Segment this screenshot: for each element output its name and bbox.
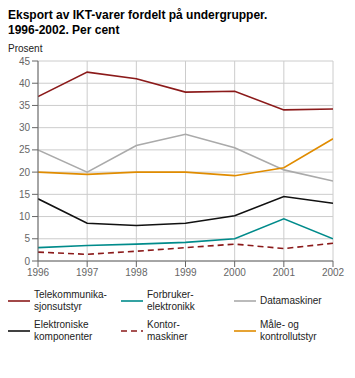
- html-text:Måle- og kontrollutstyr: Måle- og kontrollutstyr: [260, 319, 317, 342]
- svg-text:1998: 1998: [125, 267, 148, 278]
- svg-text:5: 5: [24, 233, 30, 244]
- html-text:Datamaskiner: Datamaskiner: [260, 295, 322, 306]
- svg-text:2001: 2001: [273, 267, 296, 278]
- svg-text:10: 10: [19, 211, 31, 222]
- svg-text:35: 35: [19, 100, 31, 111]
- html-text:Kontor- maskiner: Kontor- maskiner: [147, 319, 188, 342]
- html-text:Telekommunika- sjonsutstyr: Telekommunika- sjonsutstyr: [34, 289, 107, 312]
- svg-text:1996: 1996: [27, 267, 50, 278]
- html-text:Eksport av IKT-varer fordelt p: Eksport av IKT-varer fordelt på undergru…: [8, 8, 268, 22]
- svg-text:40: 40: [19, 78, 31, 89]
- svg-text:2000: 2000: [224, 267, 247, 278]
- svg-text:1999: 1999: [174, 267, 197, 278]
- html-text:Forbruker- elektronikk: Forbruker- elektronikk: [147, 289, 195, 312]
- svg-text:20: 20: [19, 167, 31, 178]
- svg-text:2002: 2002: [322, 267, 345, 278]
- svg-text:25: 25: [19, 144, 31, 155]
- html-text:Elektroniske komponenter: Elektroniske komponenter: [34, 319, 93, 342]
- svg-text:45: 45: [19, 56, 31, 67]
- svg-text:30: 30: [19, 122, 31, 133]
- svg-text:0: 0: [24, 256, 30, 267]
- svg-text:1997: 1997: [76, 267, 99, 278]
- html-text:1996-2002. Per cent: 1996-2002. Per cent: [8, 23, 120, 37]
- html-text:Prosent: Prosent: [8, 43, 43, 54]
- svg-text:15: 15: [19, 189, 31, 200]
